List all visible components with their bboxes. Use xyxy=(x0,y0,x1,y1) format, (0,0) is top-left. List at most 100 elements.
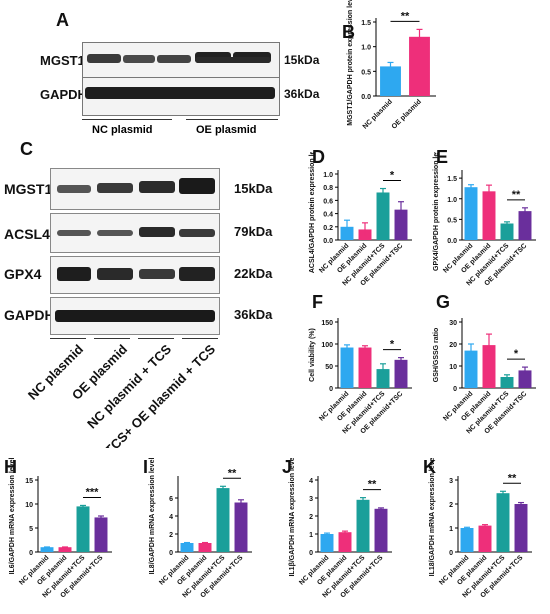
bar xyxy=(518,370,532,388)
bar xyxy=(394,209,408,240)
bar xyxy=(58,547,72,552)
bar xyxy=(320,534,334,552)
bar xyxy=(409,36,430,96)
bar xyxy=(376,369,390,388)
y-tick-label: 1 xyxy=(309,532,313,539)
bar xyxy=(464,187,478,240)
bar xyxy=(356,499,370,552)
y-axis-label: GSH/GSSG ratio xyxy=(433,328,440,382)
bar xyxy=(216,488,230,552)
y-axis-label: IL18/GAPDH mRNA expression level xyxy=(429,458,436,576)
y-tick-label: 0.5 xyxy=(361,69,371,76)
bar xyxy=(496,493,510,552)
y-tick-label: 4 xyxy=(309,478,313,485)
significance-label: ** xyxy=(401,10,410,22)
y-tick-label: 10 xyxy=(25,502,33,509)
y-tick-label: 0 xyxy=(329,386,333,393)
y-tick-label: 6 xyxy=(169,496,173,503)
panel-label-d: D xyxy=(312,147,325,167)
panel-label-a: A xyxy=(56,10,69,30)
y-tick-label: 3 xyxy=(449,478,453,485)
y-tick-label: 1.5 xyxy=(361,20,371,27)
bar xyxy=(464,350,478,388)
panel-label-h: H xyxy=(4,457,17,477)
significance-label: ** xyxy=(508,472,517,484)
y-tick-label: 3 xyxy=(309,496,313,503)
blot-a-protein-gapdh: GAPDH xyxy=(40,87,87,102)
blot-c-size-gpx4: 22kDa xyxy=(234,266,273,281)
y-tick-label: 5 xyxy=(29,526,33,533)
y-tick-label: 150 xyxy=(321,320,333,327)
y-tick-label: 30 xyxy=(449,320,457,327)
x-tick-label: NC plasmid xyxy=(362,98,394,130)
y-tick-label: 2 xyxy=(309,514,313,521)
significance-label: ** xyxy=(228,467,237,479)
y-tick-label: 0.0 xyxy=(447,238,457,245)
y-tick-label: 2 xyxy=(169,532,173,539)
y-axis-label: IL6/GAPDH mRNA expression level xyxy=(9,458,16,574)
bar xyxy=(340,347,354,388)
y-tick-label: 0.8 xyxy=(323,185,333,192)
y-axis-label: MGST1/GAPDH protein expression level xyxy=(347,0,354,126)
y-tick-label: 4 xyxy=(169,514,173,521)
bar xyxy=(380,66,401,96)
blot-c-lane-line-3 xyxy=(138,338,174,339)
significance-label: * xyxy=(390,170,395,182)
blot-c-size-mgst1: 15kDa xyxy=(234,181,273,196)
bar xyxy=(40,547,54,552)
y-tick-label: 0.0 xyxy=(323,238,333,245)
y-tick-label: 50 xyxy=(325,364,333,371)
panel-label-g: G xyxy=(436,292,451,312)
y-tick-label: 0 xyxy=(453,386,457,393)
blot-a-group-line-nc xyxy=(82,119,172,120)
bar xyxy=(338,532,352,552)
bar xyxy=(482,345,496,388)
y-tick-label: 1.0 xyxy=(447,197,457,204)
y-tick-label: 1 xyxy=(449,526,453,533)
y-tick-label: 1.0 xyxy=(361,45,371,52)
bar xyxy=(500,223,514,240)
blot-c-lane-label-3: NC plasmid + TCS xyxy=(84,341,174,431)
blot-c-size-acsl4: 79kDa xyxy=(234,224,273,239)
y-axis-label: IL1β/GAPDH mRNA expression level xyxy=(289,458,296,577)
y-tick-label: 0 xyxy=(309,550,313,557)
bar xyxy=(376,192,390,240)
blot-a-group-line-oe xyxy=(186,119,278,120)
bar xyxy=(460,528,474,552)
blot-c-lane-labels: NC plasmid OE plasmid NC plasmid + TCS T… xyxy=(25,341,218,448)
significance-label: ** xyxy=(368,479,377,491)
panel-label-f: F xyxy=(312,292,323,312)
panel-label-c: C xyxy=(20,139,33,159)
y-tick-label: 15 xyxy=(25,478,33,485)
blot-a-protein-mgst1: MGST1 xyxy=(40,53,85,68)
bar xyxy=(374,508,388,552)
y-tick-label: 0.5 xyxy=(447,217,457,224)
blot-c-lane-line-1 xyxy=(50,338,86,339)
panel-label-e: E xyxy=(436,147,449,167)
y-axis-label: IL8/GAPDH mRNA expression level xyxy=(149,458,156,574)
y-tick-label: 0.6 xyxy=(323,198,333,205)
blot-c-protein-mgst1: MGST1 xyxy=(4,181,53,197)
chart-b: 0.0 0.5 1.0 1.5 MGST1/GAPDH protein expressi… xyxy=(347,0,436,131)
y-axis-label: Cell viability (%) xyxy=(309,328,316,382)
bar xyxy=(514,504,528,552)
bar xyxy=(94,517,108,552)
y-axis-label: GPX4/GAPDH protein expression level xyxy=(433,152,440,271)
significance-label: * xyxy=(390,339,395,351)
y-tick-label: 0.4 xyxy=(323,212,333,219)
y-tick-label: 0 xyxy=(169,550,173,557)
y-tick-label: 0 xyxy=(449,550,453,557)
blot-c-size-gapdh: 36kDa xyxy=(234,307,273,322)
blot-c-protein-gpx4: GPX4 xyxy=(4,266,42,282)
blot-c-lane-line-2 xyxy=(94,338,130,339)
blot-a-group-oe: OE plasmid xyxy=(196,124,257,136)
chart-e: 0.0 0.5 1.0 1.5 GPX4/GAPDH protein expressio… xyxy=(433,152,536,287)
chart-d: 0.0 0.2 0.4 0.6 0.8 1.0 ACSL4/GAPDH protein ex… xyxy=(309,152,412,287)
bar xyxy=(76,506,90,552)
blot-a-group-nc: NC plasmid xyxy=(92,124,153,136)
